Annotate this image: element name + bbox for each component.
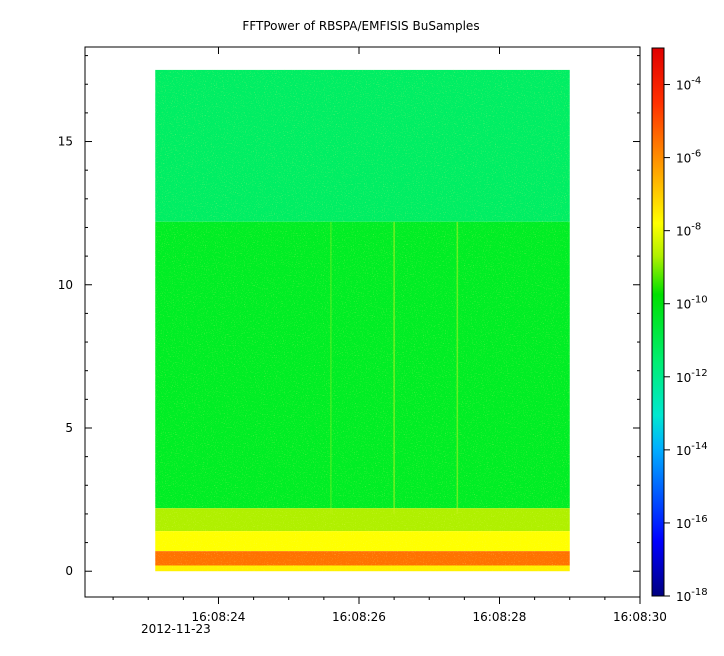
- colorbar-axis: 10-4 10-6 10-8 10-10 10-12 10-14 10-16 10-18: [664, 76, 708, 604]
- colorbar-tick-label: 10-16: [676, 514, 708, 531]
- x-tick-label: 16:08:28: [473, 610, 527, 624]
- spectrogram-noise: [155, 69, 570, 572]
- x-tick-label: 16:08:30: [613, 610, 667, 624]
- x-tick-label: 16:08:24: [192, 610, 246, 624]
- x-axis: 16:08:24 16:08:26 16:08:28 16:08:30: [112, 47, 667, 624]
- y-tick-label: 15: [58, 135, 73, 149]
- y-tick-label: 0: [65, 564, 73, 578]
- colorbar-tick-label: 10-12: [676, 368, 708, 385]
- colorbar: 10-4 10-6 10-8 10-10 10-12 10-14 10-16 10-18: [651, 47, 708, 604]
- colorbar-tick-label: 10-8: [676, 222, 701, 239]
- x-date-label: 2012-11-23: [141, 622, 211, 636]
- colorbar-tick-label: 10-18: [676, 587, 708, 604]
- y-axis: 0 5 10 15: [58, 55, 640, 578]
- chart-title: FFTPower of RBSPA/EMFISIS BuSamples: [242, 19, 479, 33]
- colorbar-gradient: [651, 47, 665, 597]
- colorbar-tick-label: 10-10: [676, 295, 708, 312]
- colorbar-tick-label: 10-14: [676, 441, 708, 458]
- plot-frame: [84, 46, 641, 598]
- x-tick-label: 16:08:26: [332, 610, 386, 624]
- colorbar-tick-label: 10-4: [676, 76, 701, 93]
- y-tick-label: 10: [58, 278, 73, 292]
- plot-area: [84, 46, 641, 598]
- colorbar-tick-label: 10-6: [676, 149, 701, 166]
- y-tick-label: 5: [65, 421, 73, 435]
